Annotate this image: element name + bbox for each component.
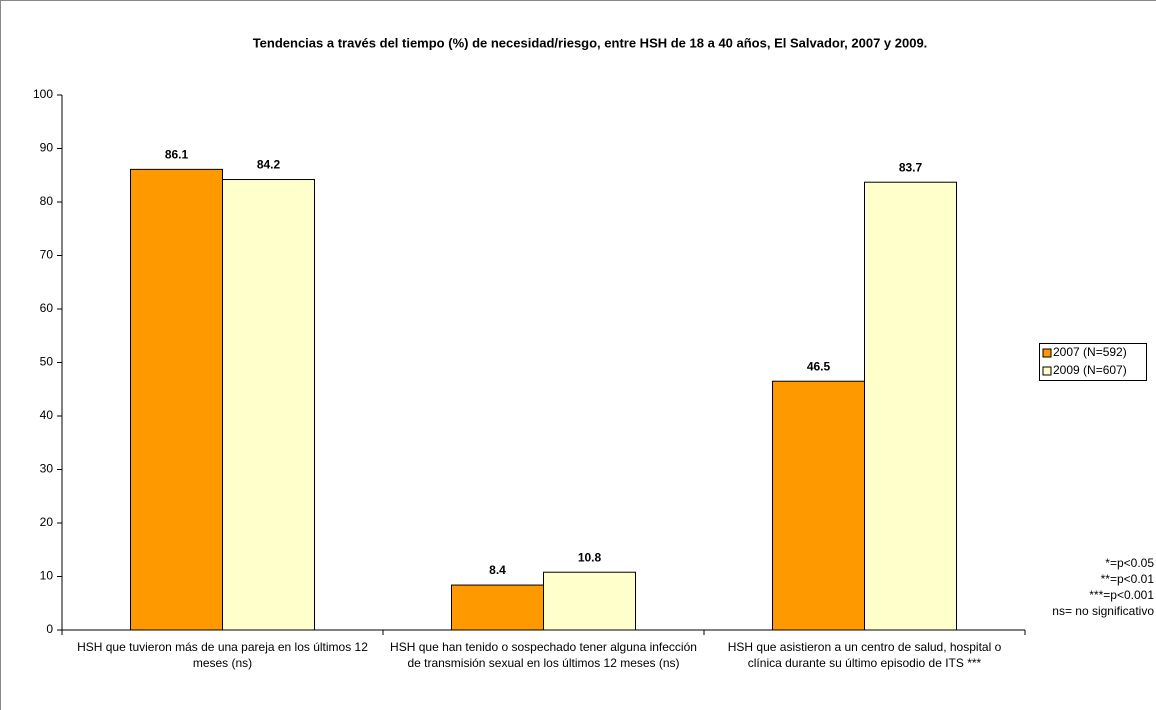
bar — [451, 584, 544, 631]
footnote: **=p<0.01 — [1101, 572, 1155, 586]
x-tick-label: HSH que asistieron a un centro de salud,… — [727, 640, 1002, 670]
data-label: 84.2 — [257, 158, 281, 172]
y-tick-label: 90 — [40, 141, 54, 155]
legend-swatch — [1042, 348, 1052, 358]
legend-label: 2007 (N=592) — [1053, 345, 1127, 359]
y-tick-label: 80 — [40, 194, 54, 208]
y-tick-label: 50 — [40, 355, 54, 369]
legend-label: 2009 (N=607) — [1053, 363, 1127, 377]
data-label: 46.5 — [807, 359, 831, 373]
footnote: ***=p<0.001 — [1089, 588, 1154, 602]
y-tick-label: 10 — [40, 569, 54, 583]
x-tick-label: HSH que tuvieron más de una pareja en lo… — [77, 640, 368, 670]
chart-title: Tendencias a través del tiempo (%) de ne… — [253, 35, 928, 50]
y-tick-label: 100 — [33, 87, 53, 101]
x-tick-label: HSH que han tenido o sospechado tener al… — [390, 640, 697, 670]
data-label: 86.1 — [165, 148, 189, 162]
y-tick-label: 40 — [40, 408, 54, 422]
bar — [222, 179, 315, 631]
footnote: *=p<0.05 — [1105, 556, 1154, 570]
data-label: 10.8 — [578, 550, 602, 564]
y-tick-label: 0 — [46, 622, 53, 636]
legend-swatch — [1042, 366, 1052, 376]
y-tick-label: 30 — [40, 462, 54, 476]
y-tick-label: 20 — [40, 515, 54, 529]
bar — [130, 168, 223, 631]
data-label: 8.4 — [489, 563, 506, 577]
y-tick-label: 70 — [40, 248, 54, 262]
footnote: ns= no significativo — [1052, 604, 1154, 618]
bar — [864, 181, 957, 631]
bar — [543, 571, 636, 631]
legend-box — [1039, 343, 1147, 381]
data-label: 83.7 — [899, 160, 923, 174]
bar — [772, 380, 865, 631]
y-tick-label: 60 — [40, 301, 54, 315]
